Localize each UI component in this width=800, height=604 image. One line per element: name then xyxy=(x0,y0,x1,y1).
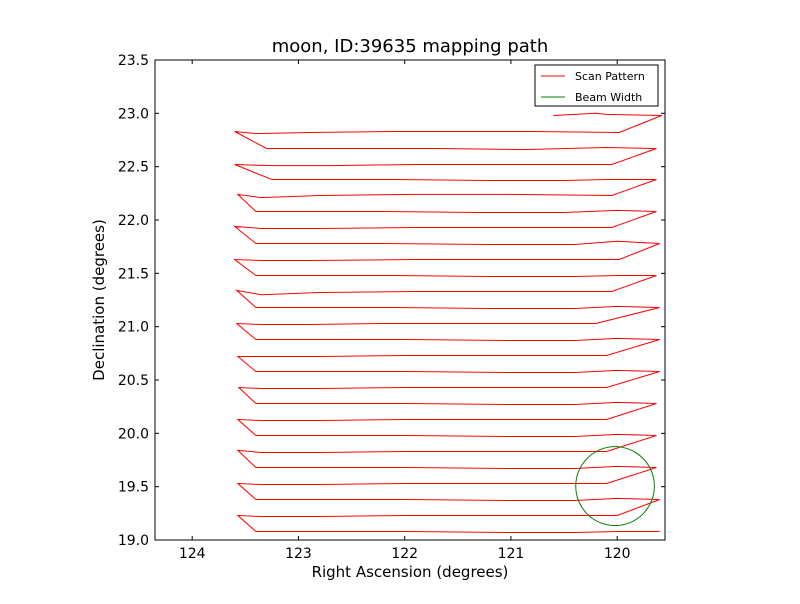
y-tick-label: 19.0 xyxy=(118,533,149,549)
y-axis-label: Declination (degrees) xyxy=(90,219,108,381)
chart-title: moon, ID:39635 mapping path xyxy=(272,36,549,57)
x-tick-label: 123 xyxy=(285,546,312,562)
legend-label: Beam Width xyxy=(575,91,642,104)
y-tick-label: 22.5 xyxy=(118,160,149,176)
x-tick-label: 121 xyxy=(498,546,525,562)
y-tick-label: 21.0 xyxy=(118,320,149,336)
x-tick-label: 120 xyxy=(604,546,631,562)
scan-pattern-line xyxy=(233,112,662,533)
y-tick-label: 23.0 xyxy=(118,106,149,122)
beam-width-circle xyxy=(575,446,655,527)
x-tick-label: 124 xyxy=(179,546,206,562)
legend-label: Scan Pattern xyxy=(575,70,645,83)
y-tick-label: 20.5 xyxy=(118,373,149,389)
y-tick-label: 19.5 xyxy=(118,480,149,496)
legend: Scan Pattern Beam Width xyxy=(534,64,659,107)
y-tick-label: 23.5 xyxy=(118,53,149,69)
axes: 124 123 122 121 120 19.0 19.5 20.0 20.5 21.0 21.5 2… xyxy=(118,53,666,562)
y-tick-label: 22.0 xyxy=(118,213,149,229)
axes-frame xyxy=(154,59,666,541)
y-tick-label: 20.0 xyxy=(118,426,149,442)
x-tick-label: 122 xyxy=(391,546,418,562)
y-tick-label: 21.5 xyxy=(118,266,149,282)
legend-box xyxy=(534,64,659,107)
x-axis-label: Right Ascension (degrees) xyxy=(312,563,509,581)
plot-area xyxy=(233,112,662,533)
